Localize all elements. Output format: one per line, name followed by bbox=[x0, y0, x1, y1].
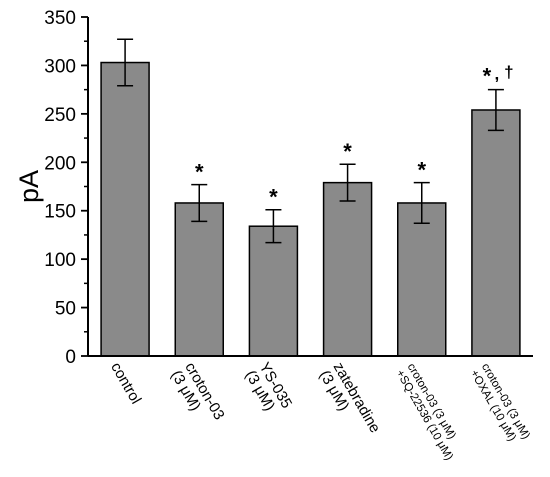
significance-marker: * bbox=[417, 158, 426, 183]
significance-marker: * bbox=[195, 160, 204, 185]
y-axis-label: pA bbox=[14, 170, 44, 203]
bar bbox=[471, 109, 521, 357]
x-category-label: croton-03(3 μM) bbox=[167, 360, 227, 423]
bar bbox=[322, 181, 373, 357]
significance-comma: , bbox=[495, 65, 500, 84]
bar bbox=[248, 225, 299, 357]
significance-marker: * bbox=[343, 139, 352, 164]
x-category-label: croton-03 (3 μM)+SQ-22536 (10 μM) bbox=[393, 362, 457, 463]
bar bbox=[174, 202, 224, 357]
y-tick-label: 150 bbox=[44, 202, 76, 223]
y-tick-label: 350 bbox=[44, 8, 76, 29]
bar bbox=[100, 61, 150, 357]
significance-marker: * bbox=[483, 64, 492, 89]
significance-marker: * bbox=[269, 185, 278, 210]
y-tick-label: 300 bbox=[44, 56, 76, 77]
y-tick-label: 200 bbox=[44, 153, 76, 174]
x-category-label: croton-03 (3 μM)+OXAL (10 μM) bbox=[468, 362, 532, 444]
y-tick-label: 250 bbox=[44, 105, 76, 126]
x-category-label: control bbox=[107, 360, 144, 407]
significance-dagger: † bbox=[504, 63, 513, 82]
y-tick-label: 50 bbox=[55, 299, 76, 320]
bar bbox=[397, 202, 447, 357]
y-tick-label: 100 bbox=[44, 250, 76, 271]
y-tick-label: 0 bbox=[65, 347, 76, 368]
x-category-label: YS-035(3 μM) bbox=[242, 360, 296, 414]
x-category-label: zatebradine(3 μM) bbox=[316, 360, 384, 436]
x-category-label-line: control bbox=[107, 360, 144, 407]
